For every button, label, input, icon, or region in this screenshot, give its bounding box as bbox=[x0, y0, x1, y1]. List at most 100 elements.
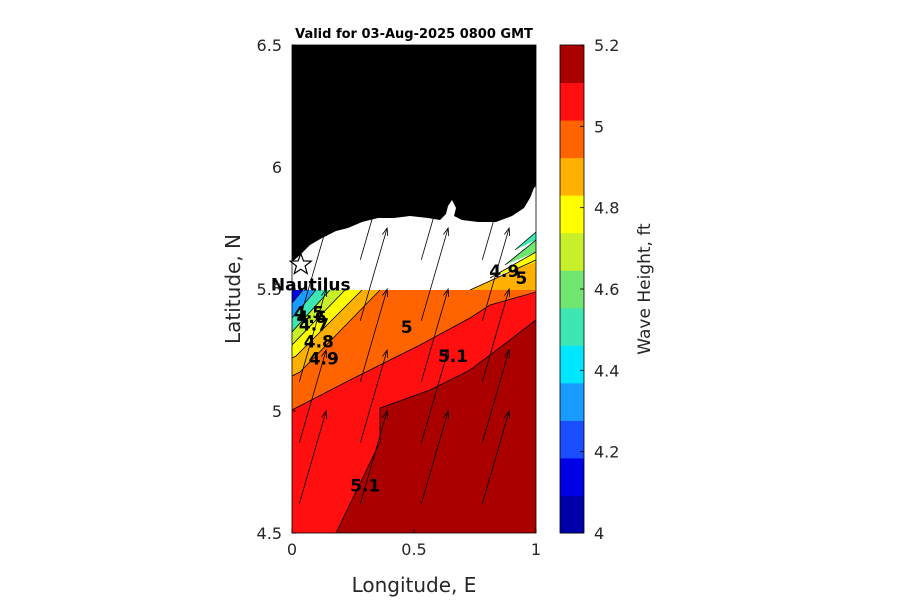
x-tick-label: 0.5 bbox=[401, 540, 426, 559]
wind-arrow-head bbox=[443, 348, 450, 359]
colorbar-swatch bbox=[560, 120, 584, 159]
colorbar-tick-label: 5.2 bbox=[594, 36, 619, 55]
wind-arrow-shaft bbox=[359, 166, 388, 260]
colorbar-swatch bbox=[560, 420, 584, 459]
wind-arrow-shaft bbox=[481, 349, 510, 443]
contour-fill-5.2 bbox=[336, 320, 536, 533]
wind-arrow-shaft bbox=[359, 349, 388, 443]
wind-arrow-head bbox=[321, 226, 328, 237]
wind-vectors bbox=[298, 165, 511, 504]
colorbar-swatch bbox=[560, 382, 584, 421]
wind-arrow-shaft bbox=[481, 227, 510, 321]
contour-label: 5 bbox=[401, 318, 413, 338]
wind-arrow-head bbox=[443, 409, 450, 420]
wind-arrow-head bbox=[321, 287, 328, 298]
wind-arrow-head bbox=[443, 165, 450, 176]
wind-arrow-shaft bbox=[420, 288, 449, 382]
contour-line bbox=[292, 291, 536, 411]
wind-arrow-shaft bbox=[420, 166, 449, 260]
wind-arrow-head bbox=[382, 348, 389, 359]
colorbar-swatch bbox=[560, 457, 584, 496]
y-axis-label: Latitude, N bbox=[221, 234, 245, 344]
wind-arrow-head bbox=[443, 287, 450, 298]
x-tick-label: 1 bbox=[531, 540, 541, 559]
x-axis: 0 0.5 1 bbox=[287, 529, 541, 559]
wind-arrow-shaft bbox=[420, 227, 449, 321]
coastline-water bbox=[292, 186, 536, 290]
contour-label: 5.1 bbox=[350, 477, 380, 497]
contour-line bbox=[292, 289, 304, 304]
y-tick-label: 4.5 bbox=[257, 524, 282, 543]
wind-arrow-shaft bbox=[481, 166, 510, 260]
y-tick-label: 5.5 bbox=[257, 280, 282, 299]
contour-lines bbox=[292, 231, 536, 533]
colorbar-swatch bbox=[560, 157, 584, 196]
colorbar: 4 4.2 4.4 4.6 4.8 5 5.2 bbox=[559, 36, 619, 543]
contour-label: 4.5 bbox=[294, 303, 324, 323]
colorbar-tick-label: 4.8 bbox=[594, 199, 619, 218]
colorbar-swatch bbox=[560, 345, 584, 384]
contour-label: 4.7 bbox=[299, 315, 329, 335]
y-tick-label: 5 bbox=[272, 402, 282, 421]
wind-arrow-head bbox=[382, 226, 389, 237]
wind-arrow-head bbox=[321, 409, 328, 420]
contour-label: 4.8 bbox=[304, 333, 334, 353]
wind-arrow-shaft bbox=[298, 349, 327, 443]
contour-label: 5.1 bbox=[438, 347, 468, 367]
plot-area: 4.54.64.74.84.955.15.14.95 bbox=[292, 45, 536, 533]
x-tick-label: 0 bbox=[287, 540, 297, 559]
wind-arrow-shaft bbox=[481, 410, 510, 504]
wind-arrow-shaft bbox=[481, 288, 510, 382]
colorbar-swatch bbox=[560, 307, 584, 346]
contour-label: 4.9 bbox=[489, 262, 519, 282]
wind-arrow-head bbox=[321, 348, 328, 359]
contour-line bbox=[469, 259, 536, 291]
colorbar-swatch bbox=[560, 45, 584, 84]
star-icon bbox=[288, 251, 313, 275]
colorbar-label: Wave Height, ft bbox=[635, 223, 655, 355]
wind-arrow-head bbox=[382, 165, 389, 176]
wind-arrow-head bbox=[504, 348, 511, 359]
colorbar-swatch bbox=[560, 495, 584, 534]
wind-arrow-head bbox=[382, 287, 389, 298]
colorbar-tick-label: 4.4 bbox=[594, 361, 619, 380]
contour-label: 4.6 bbox=[296, 308, 326, 328]
wind-arrow-shaft bbox=[298, 227, 327, 321]
contour-line bbox=[292, 289, 346, 346]
station-label: Nautilus bbox=[271, 276, 351, 296]
y-tick-label: 6 bbox=[272, 158, 282, 177]
y-axis: 4.5 5 5.5 6 6.5 bbox=[257, 36, 296, 543]
wind-arrow-head bbox=[504, 226, 511, 237]
wind-arrow-head bbox=[382, 409, 389, 420]
contour-line bbox=[292, 289, 381, 377]
colorbar-tick-label: 4.2 bbox=[594, 443, 619, 462]
colorbar-swatch bbox=[560, 82, 584, 121]
chart-title: Valid for 03-Aug-2025 0800 GMT bbox=[295, 27, 533, 42]
wind-arrow-head bbox=[504, 165, 511, 176]
wind-arrow-head bbox=[504, 287, 511, 298]
contour-line bbox=[292, 289, 363, 359]
colorbar-tick-label: 5 bbox=[594, 117, 604, 136]
wind-arrow-shaft bbox=[359, 227, 388, 321]
wind-arrow-shaft bbox=[298, 166, 327, 260]
wind-arrow-shaft bbox=[359, 410, 388, 504]
colorbar-swatch bbox=[560, 195, 584, 234]
x-axis-label: Longitude, E bbox=[352, 573, 477, 597]
station-marker: Nautilus bbox=[271, 251, 351, 296]
wind-arrow-shaft bbox=[420, 349, 449, 443]
wind-arrow-shaft bbox=[298, 410, 327, 504]
wind-arrow-shaft bbox=[298, 288, 327, 382]
contour-line bbox=[335, 319, 536, 533]
wind-arrow-head bbox=[321, 165, 328, 176]
contour-line bbox=[514, 231, 536, 251]
colorbar-tick-label: 4 bbox=[594, 524, 604, 543]
contour-line bbox=[504, 239, 536, 266]
colorbar-tick-label: 4.6 bbox=[594, 280, 619, 299]
colorbar-swatch bbox=[560, 232, 584, 271]
contour-line bbox=[489, 251, 536, 279]
contour-label: 5 bbox=[515, 269, 527, 289]
wind-arrow-head bbox=[443, 226, 450, 237]
contour-label: 4.9 bbox=[309, 350, 339, 370]
wind-arrow-shaft bbox=[420, 410, 449, 504]
